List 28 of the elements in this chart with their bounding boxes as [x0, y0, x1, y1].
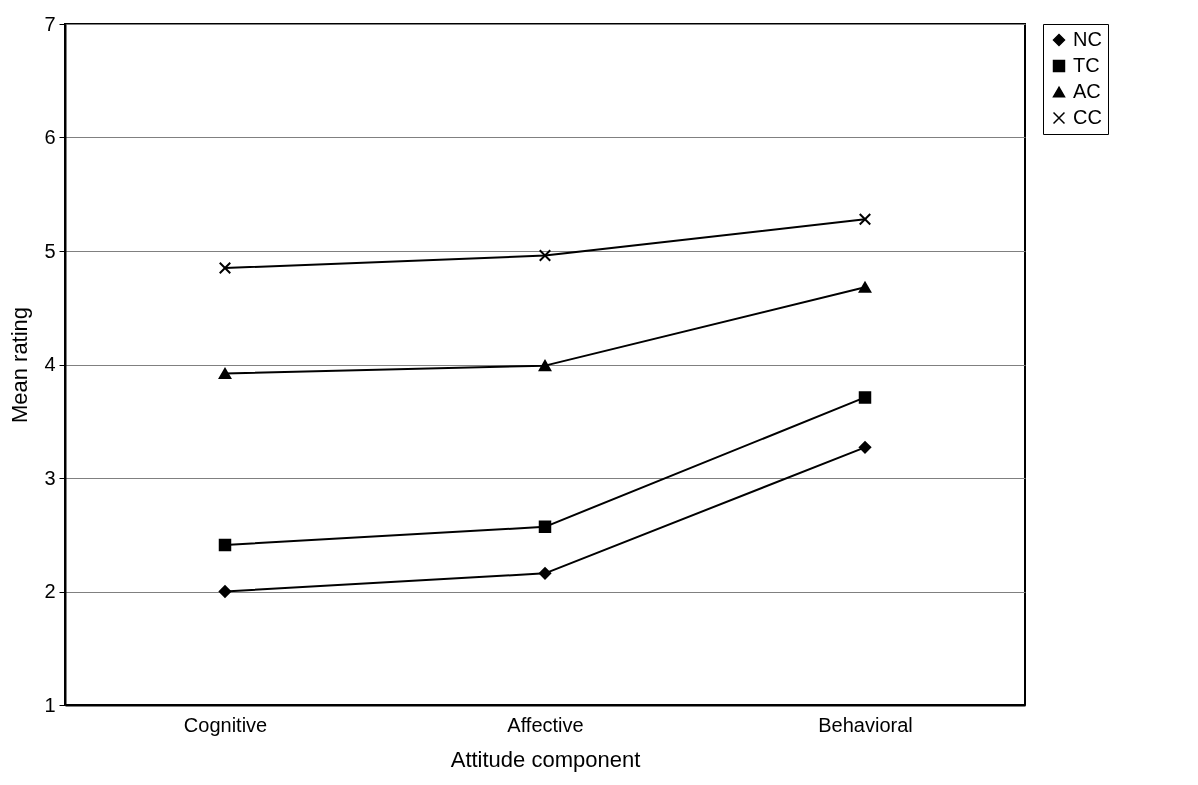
legend-label: CC	[1073, 106, 1102, 128]
x-tick-label: Behavioral	[818, 713, 913, 736]
point	[218, 368, 232, 380]
point	[858, 441, 872, 454]
y-tick-label: 4	[44, 353, 56, 375]
point	[538, 360, 552, 372]
point	[858, 281, 872, 293]
point	[538, 249, 552, 262]
point	[218, 261, 232, 275]
x-tick-label: Cognitive	[183, 713, 268, 736]
point	[218, 538, 232, 552]
y-tick-label: 5	[44, 239, 56, 262]
point	[858, 391, 872, 404]
legend-label: AC	[1073, 80, 1101, 102]
x-tick-label: Affective	[507, 713, 584, 736]
legend-label: NC	[1073, 28, 1102, 50]
y-axis-title: Mean rating	[7, 306, 33, 424]
point	[218, 585, 232, 598]
y-tick-label: 3	[44, 466, 56, 489]
legend-label: TC	[1073, 54, 1100, 76]
point	[538, 567, 552, 580]
y-tick-label: 2	[44, 580, 56, 602]
point	[858, 212, 872, 226]
y-tick-label: 7	[44, 12, 56, 35]
y-tick-label: 6	[44, 126, 56, 148]
point	[538, 520, 552, 534]
y-tick-label: 1	[44, 693, 56, 716]
x-axis-title: Attitude component	[450, 746, 641, 772]
